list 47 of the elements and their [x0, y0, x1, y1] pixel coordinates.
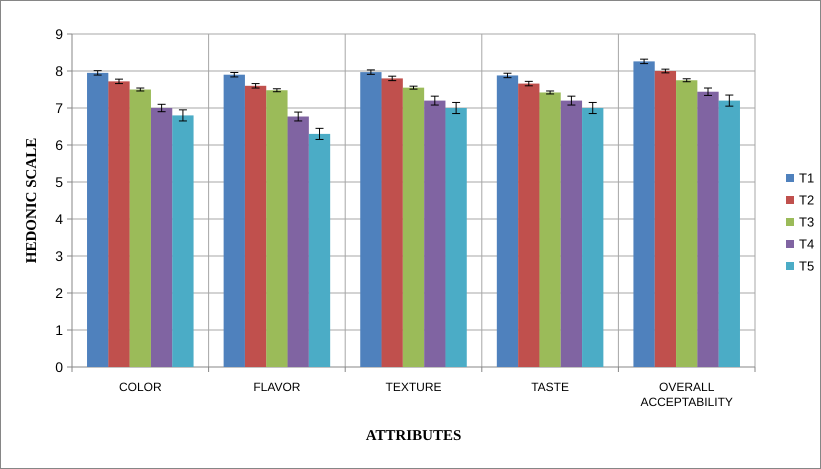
bar [654, 71, 676, 367]
y-tick-label: 8 [55, 62, 64, 79]
y-tick-label: 5 [55, 174, 64, 190]
y-tick-label: 4 [55, 210, 64, 227]
bar [539, 92, 561, 367]
y-tick-label: 6 [55, 136, 64, 153]
bar [445, 108, 467, 367]
bar [360, 72, 382, 367]
x-tick-label: TEXTURE [385, 380, 442, 394]
bar [244, 86, 266, 367]
y-tick-label: 0 [55, 358, 64, 375]
x-axis-title: ATTRIBUTES [366, 428, 462, 444]
y-tick-label: 3 [55, 248, 64, 264]
bar [518, 84, 540, 367]
legend-label: T3 [799, 214, 814, 230]
legend-label: T2 [799, 192, 814, 208]
bar [582, 108, 604, 367]
bar [150, 108, 172, 367]
bar [697, 92, 719, 367]
x-tick-label: FLAVOR [253, 380, 301, 394]
y-axis-title: HEDONIC SCALE [24, 138, 40, 264]
bar [382, 78, 403, 367]
bar [402, 88, 424, 367]
legend-label: T5 [799, 258, 814, 274]
y-tick-label: 2 [55, 284, 64, 301]
y-tick-label: 7 [55, 100, 64, 116]
bar [633, 61, 655, 367]
bar [308, 134, 330, 367]
bar [424, 100, 446, 367]
bar [676, 80, 698, 367]
bar [224, 74, 245, 367]
bar [560, 100, 582, 367]
bar [496, 75, 518, 367]
bar [288, 116, 309, 367]
x-tick-label: OVERALL ACCEPTABILITY [640, 380, 733, 409]
bar [172, 115, 194, 367]
bar [87, 72, 108, 367]
x-tick-label: COLOR [118, 380, 162, 394]
legend-label: T4 [799, 236, 814, 252]
bar [130, 90, 151, 367]
bar [108, 81, 130, 367]
x-tick-label: TASTE [531, 380, 569, 394]
bar [266, 90, 288, 367]
legend-label: T1 [799, 170, 814, 186]
bar [718, 100, 740, 367]
y-tick-label: 9 [55, 26, 64, 42]
y-tick-label: 1 [55, 322, 64, 338]
